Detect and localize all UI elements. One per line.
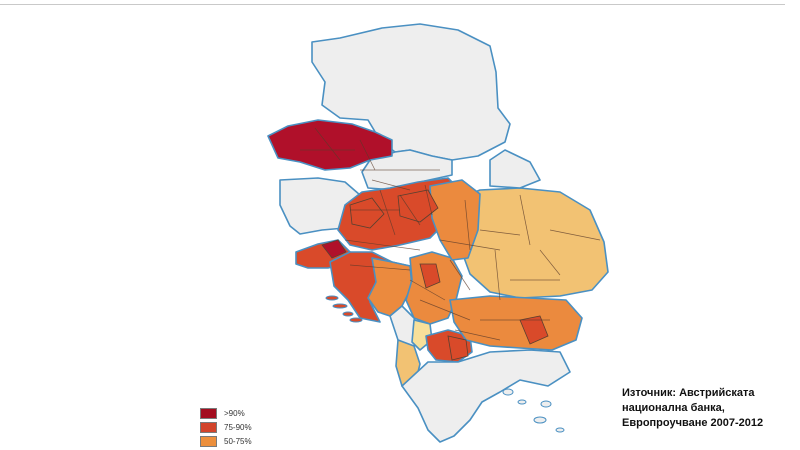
hotspot-slovenia bbox=[321, 239, 347, 259]
legend-item-50-75: 50-75% bbox=[200, 434, 320, 448]
hotspot-hungary-west bbox=[349, 197, 385, 229]
island-4 bbox=[349, 317, 363, 323]
island-8 bbox=[533, 416, 547, 424]
region-romania bbox=[449, 187, 609, 299]
top-divider bbox=[0, 4, 785, 5]
region-borders bbox=[300, 127, 601, 341]
legend-label-50-75: 50-75% bbox=[224, 436, 252, 446]
island-2 bbox=[332, 303, 348, 309]
region-poland bbox=[311, 23, 511, 161]
island-1 bbox=[325, 295, 339, 301]
region-romania-west bbox=[429, 179, 481, 261]
hotspot-macedonia bbox=[447, 335, 469, 361]
legend-swatch-50-75 bbox=[200, 435, 217, 447]
island-3 bbox=[342, 311, 354, 317]
island-9 bbox=[555, 427, 565, 433]
legend-item-gt90: >90% bbox=[200, 406, 320, 420]
source-line-1: Източник: Австрийската bbox=[622, 387, 755, 399]
region-serbia bbox=[405, 251, 463, 325]
island-5 bbox=[502, 388, 514, 396]
legend-item-75-90: 75-90% bbox=[200, 420, 320, 434]
legend: >90% 75-90% 50-75% bbox=[200, 406, 320, 450]
hotspot-serbia bbox=[419, 263, 441, 289]
legend-label-gt90: >90% bbox=[224, 408, 245, 418]
source-line-3: Европроучване 2007-2012 bbox=[622, 417, 764, 429]
hotspot-bulgaria bbox=[519, 315, 549, 345]
source-note: Източник: Австрийската национална банка,… bbox=[622, 386, 792, 431]
island-7 bbox=[540, 400, 552, 408]
region-czech bbox=[267, 119, 393, 171]
legend-swatch-75-90 bbox=[200, 421, 217, 433]
island-6 bbox=[517, 399, 527, 405]
region-kaliningrad-ukraine-edge bbox=[489, 149, 541, 189]
region-greece bbox=[401, 349, 571, 443]
legend-label-75-90: 75-90% bbox=[224, 422, 252, 432]
legend-swatch-gt90 bbox=[200, 407, 217, 419]
source-line-2: национална банка, bbox=[622, 402, 725, 414]
